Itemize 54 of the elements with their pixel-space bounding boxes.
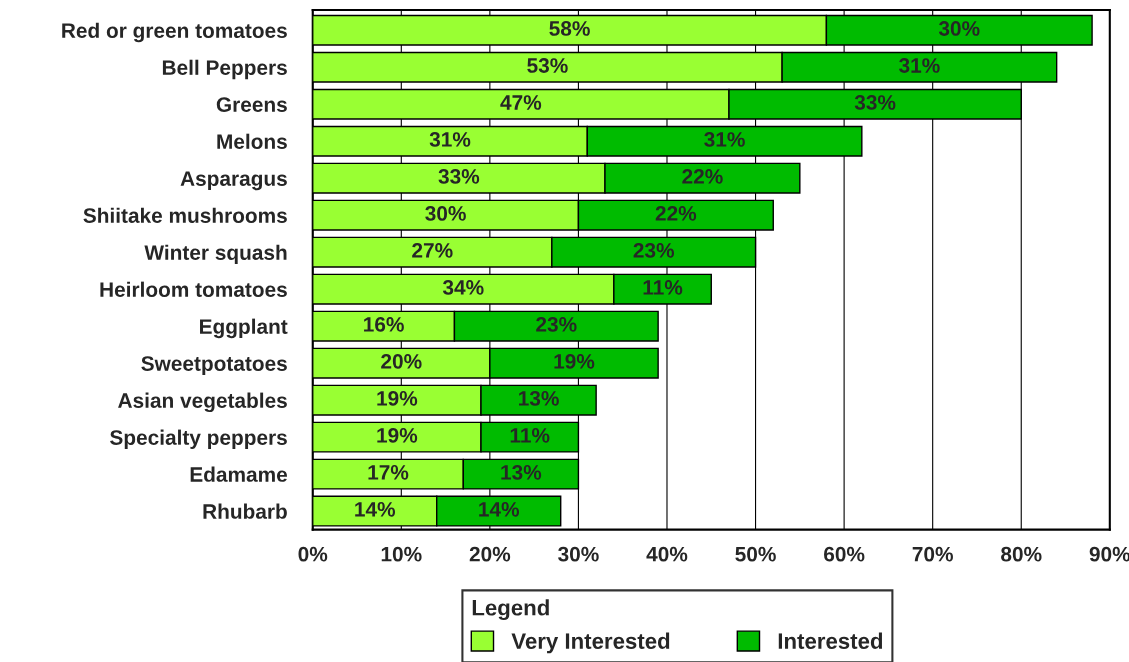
y-tick-label: Shiitake mushrooms xyxy=(83,207,287,223)
data-label: 19% xyxy=(377,390,418,406)
data-label: 22% xyxy=(655,206,697,221)
x-tick-label: 30% xyxy=(558,546,599,562)
data-label: 30% xyxy=(938,21,980,36)
y-tick-label: Melons xyxy=(217,133,287,149)
x-tick-label: 50% xyxy=(735,546,776,562)
data-label: 47% xyxy=(500,95,542,110)
data-label: 11% xyxy=(510,428,550,443)
data-label: 20% xyxy=(381,354,422,369)
data-label: 14% xyxy=(479,502,520,517)
data-label: 33% xyxy=(438,169,480,184)
y-tick-label: Sweetpotatoes xyxy=(141,356,287,376)
data-label: 16% xyxy=(364,317,404,332)
data-label: 31% xyxy=(704,132,745,147)
y-tick-label: Asian vegetables xyxy=(118,392,287,413)
y-tick-label: Red or green tomatoes xyxy=(62,22,287,43)
legend-label: Very Interested xyxy=(511,632,670,654)
data-label: 34% xyxy=(442,280,484,295)
legend-title: Legend xyxy=(472,599,549,621)
y-tick-label: Asparagus xyxy=(180,171,287,191)
y-tick-label: Heirloom tomatoes xyxy=(100,281,287,297)
data-label: 11% xyxy=(643,280,683,295)
data-label: 33% xyxy=(854,95,896,110)
data-label: 23% xyxy=(633,243,674,258)
data-label: 17% xyxy=(368,465,409,480)
data-label: 14% xyxy=(355,502,396,517)
y-tick-label: Bell Peppers xyxy=(162,59,287,80)
data-label: 31% xyxy=(429,132,471,147)
data-label: 22% xyxy=(682,169,723,184)
y-tick-label: Specialty peppers xyxy=(110,429,287,449)
x-tick-label: 20% xyxy=(469,546,511,562)
x-tick-label: 60% xyxy=(824,546,865,562)
data-label: 19% xyxy=(554,354,595,369)
data-label: 30% xyxy=(425,206,466,221)
data-label: 53% xyxy=(527,58,568,73)
data-label: 27% xyxy=(412,243,453,258)
data-label: 19% xyxy=(377,427,418,443)
x-tick-label: 40% xyxy=(646,546,688,562)
x-tick-label: 10% xyxy=(381,546,422,562)
y-tick-label: Winter squash xyxy=(144,244,287,265)
data-label: 13% xyxy=(519,390,559,406)
x-tick-label: 0% xyxy=(298,546,328,562)
data-label: 23% xyxy=(536,317,577,332)
legend-label: Interested xyxy=(778,632,883,649)
y-tick-label: Eggplant xyxy=(200,318,288,339)
y-tick-label: Rhubarb xyxy=(203,503,287,519)
data-label: 58% xyxy=(549,21,590,36)
data-label: 31% xyxy=(899,58,940,73)
y-tick-label: Greens xyxy=(216,97,287,112)
y-tick-label: Edamame xyxy=(190,466,288,482)
x-tick-label: 70% xyxy=(912,546,953,562)
data-label: 13% xyxy=(501,464,542,480)
x-tick-label: 80% xyxy=(1001,546,1042,562)
